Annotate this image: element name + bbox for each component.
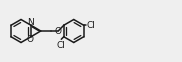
Text: Cl: Cl <box>87 21 96 30</box>
Text: Cl: Cl <box>56 41 65 50</box>
Text: O: O <box>55 26 62 36</box>
Text: N: N <box>27 18 33 27</box>
Text: O: O <box>27 35 34 44</box>
